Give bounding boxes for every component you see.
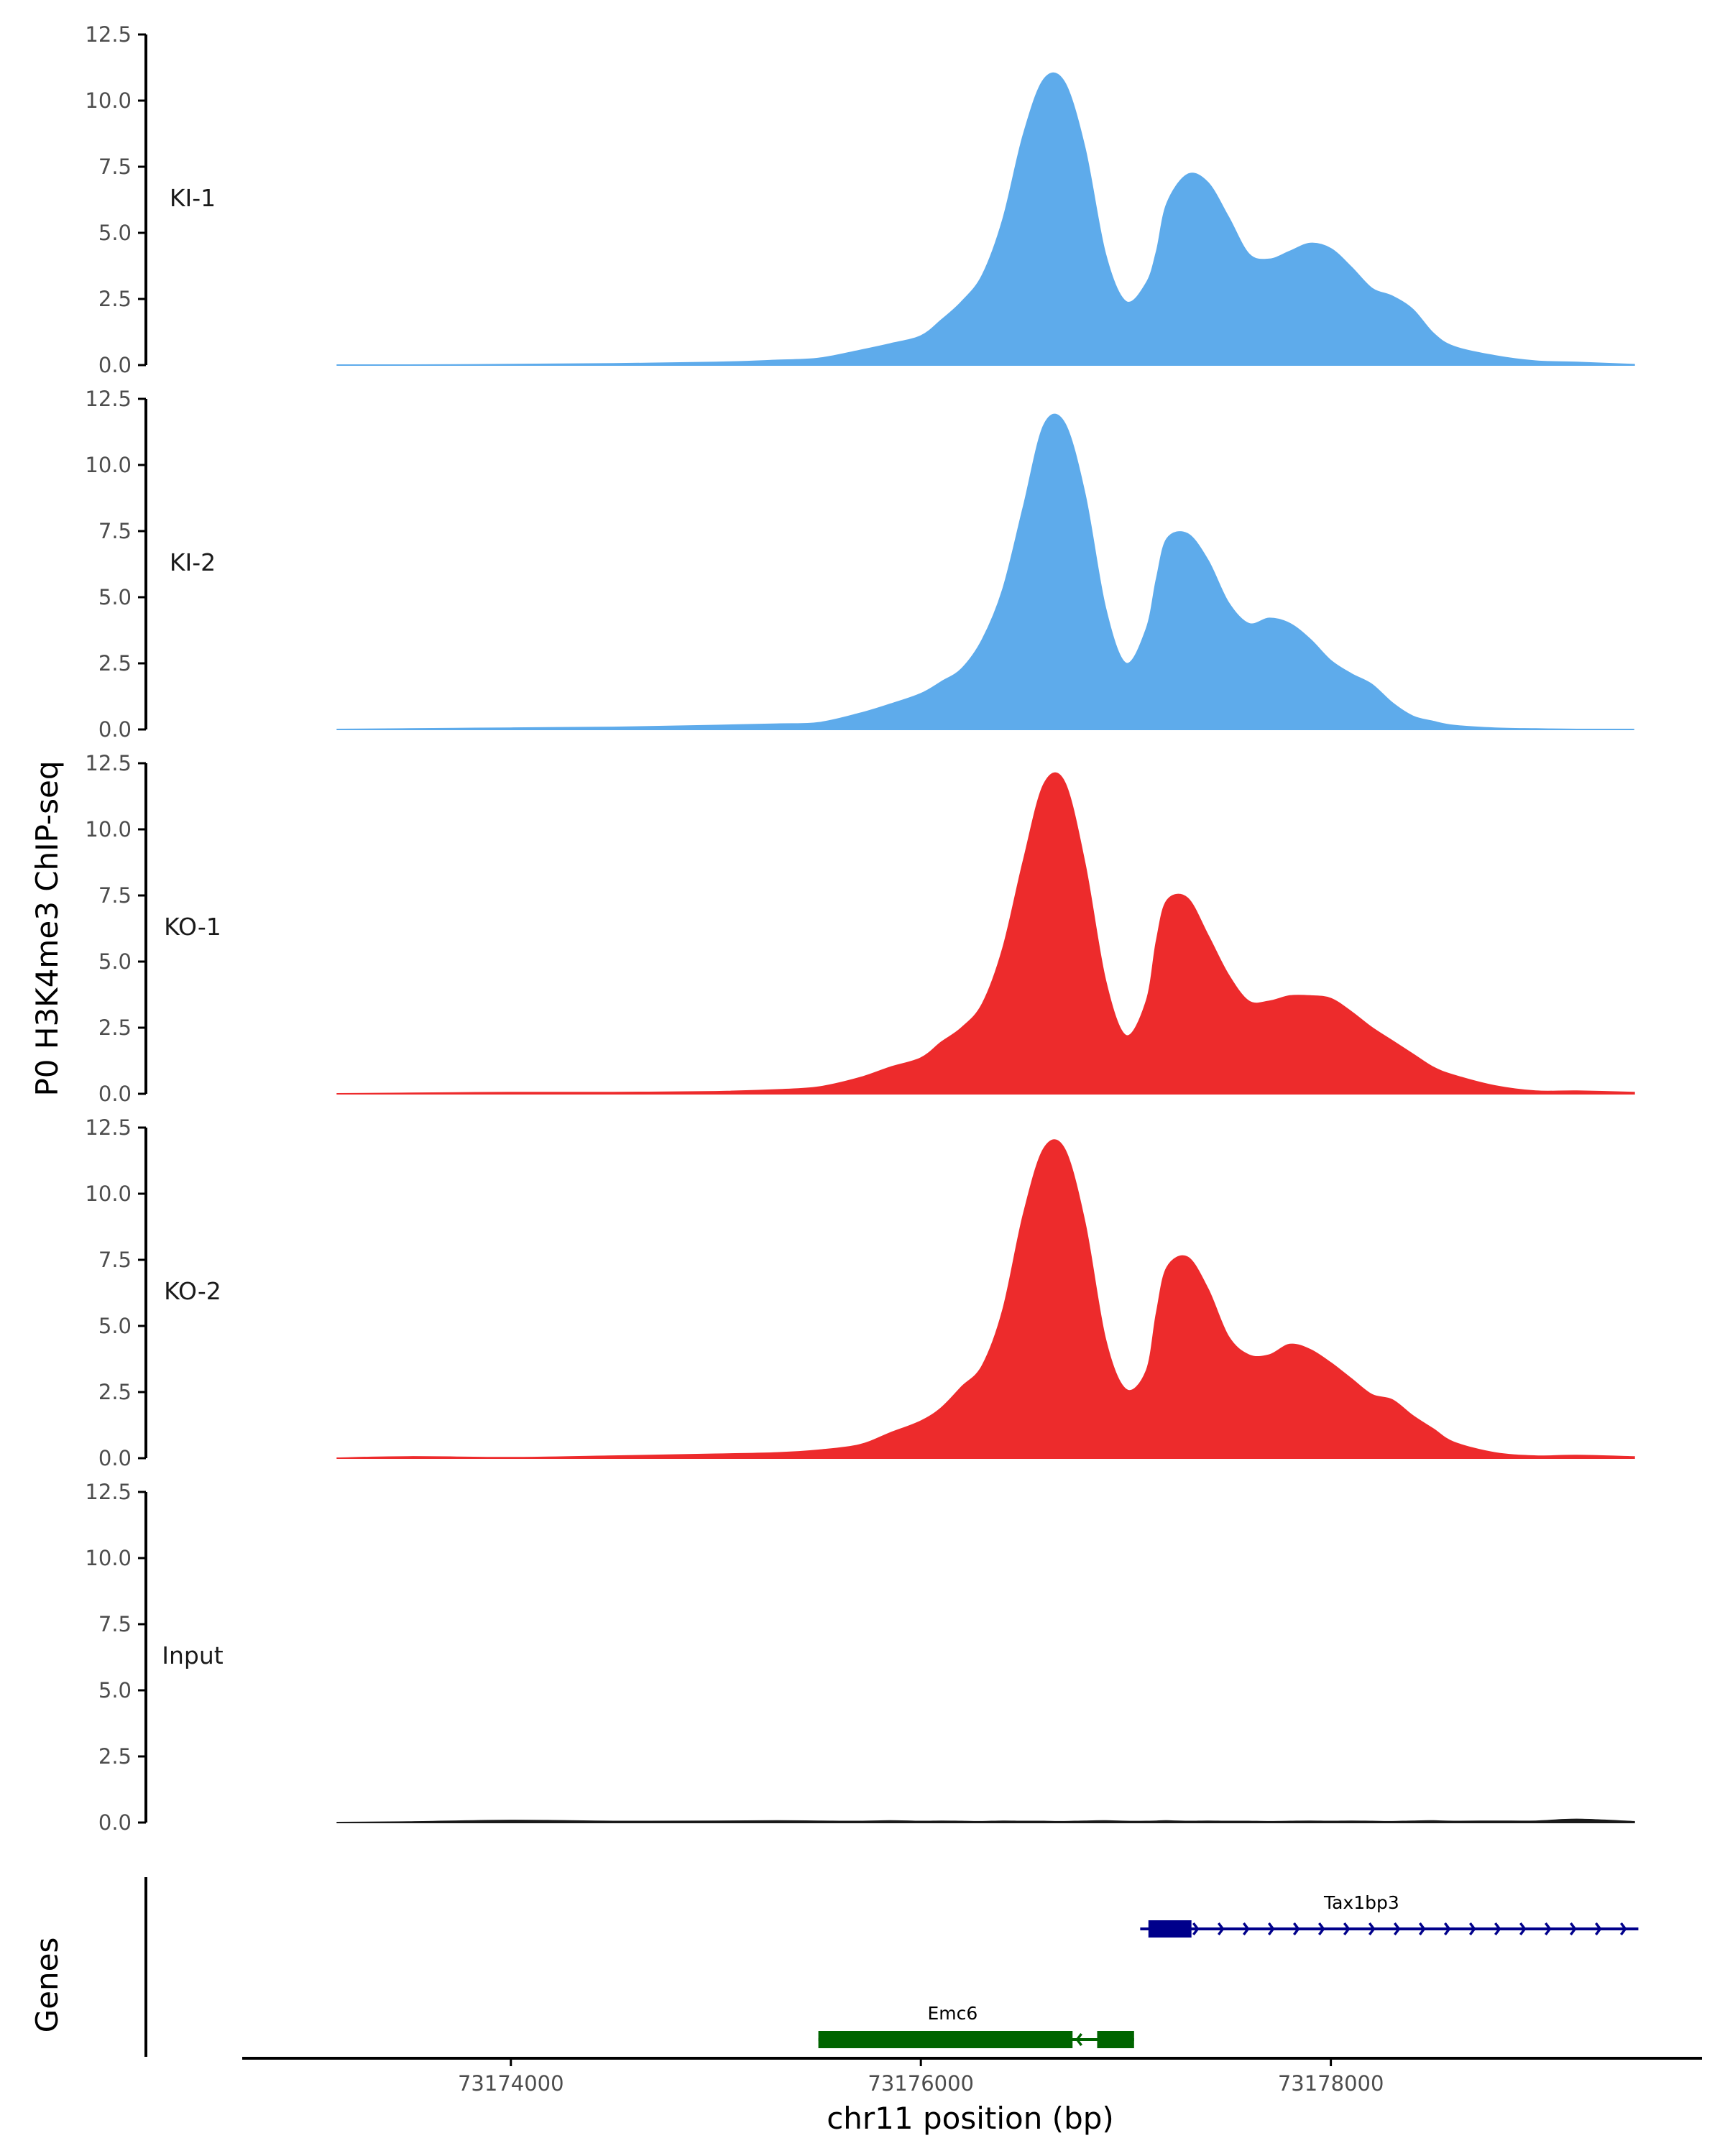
gene-exon xyxy=(1148,1920,1192,1938)
x-axis-title: chr11 position (bp) xyxy=(827,2101,1114,2136)
strand-arrow xyxy=(1443,1922,1451,1936)
track-ki-1: 0.0 2.5 5.0 7.5 10.0 12.5 KI-1 xyxy=(85,22,1635,377)
gene-track: Tax1bp3 Emc6 xyxy=(144,1877,1639,2057)
gene-exon xyxy=(818,2031,1073,2048)
track-input: 0.0 2.5 5.0 7.5 10.0 12.5 Input xyxy=(85,1480,1635,1835)
x-tick-label: 73178000 xyxy=(1278,2071,1384,2096)
y-tick-label: 5.0 xyxy=(98,1678,132,1703)
track-label: KI-1 xyxy=(170,184,216,212)
track-label: KO-1 xyxy=(164,913,221,941)
track-ko-2: 0.0 2.5 5.0 7.5 10.0 12.5 KO-2 xyxy=(85,1115,1635,1470)
coverage-area-ko-2 xyxy=(336,1139,1635,1459)
strand-arrow xyxy=(1569,1922,1577,1936)
y-tick-label: 12.5 xyxy=(85,22,132,47)
y-tick-label: 10.0 xyxy=(85,1546,132,1570)
coverage-tracks: 0.0 2.5 5.0 7.5 10.0 12.5 KI-1 0.0 2.5 5.0 7.5 10.0… xyxy=(85,22,1635,1835)
x-axis: 73174000 73176000 73178000 xyxy=(242,2057,1702,2096)
strand-arrow xyxy=(1317,1922,1325,1936)
strand-arrow xyxy=(1619,1922,1627,1936)
y-tick-label: 0.0 xyxy=(98,353,132,377)
y-tick-label: 2.5 xyxy=(98,1744,132,1769)
y-tick-label: 7.5 xyxy=(98,519,132,543)
gene-exon xyxy=(1097,2031,1134,2048)
y-tick-label: 12.5 xyxy=(85,751,132,775)
strand-arrow xyxy=(1242,1922,1250,1936)
gene-name-label: Emc6 xyxy=(928,2003,978,2024)
y-tick-label: 2.5 xyxy=(98,651,132,676)
gene-tax1bp3: Tax1bp3 xyxy=(1140,1892,1639,1938)
strand-arrow xyxy=(1217,1922,1225,1936)
strand-arrow xyxy=(1343,1922,1351,1936)
track-label: KI-2 xyxy=(170,548,216,576)
gene-name-label: Tax1bp3 xyxy=(1323,1892,1399,1913)
y-tick-label: 0.0 xyxy=(98,717,132,742)
y-tick-label: 12.5 xyxy=(85,1115,132,1140)
strand-arrow xyxy=(1544,1922,1552,1936)
y-tick-label: 0.0 xyxy=(98,1810,132,1835)
y-tick-label: 7.5 xyxy=(98,155,132,179)
strand-arrow xyxy=(1192,1922,1200,1936)
y-tick-label: 2.5 xyxy=(98,1380,132,1404)
coverage-area-input xyxy=(336,1818,1635,1823)
strand-arrow xyxy=(1468,1922,1476,1936)
track-ki-2: 0.0 2.5 5.0 7.5 10.0 12.5 KI-2 xyxy=(85,387,1634,742)
x-tick-label: 73176000 xyxy=(868,2071,974,2096)
track-label: KO-2 xyxy=(164,1277,221,1305)
coverage-area-ko-1 xyxy=(336,772,1635,1095)
strand-arrow xyxy=(1594,1922,1602,1936)
y-tick-label: 5.0 xyxy=(98,585,132,609)
coverage-area-ki-2 xyxy=(336,413,1634,731)
strand-arrow xyxy=(1494,1922,1501,1936)
y-tick-label: 10.0 xyxy=(85,817,132,842)
x-tick-label: 73174000 xyxy=(458,2071,564,2096)
genes-track-title: Genes xyxy=(29,1938,65,2033)
y-tick-label: 5.0 xyxy=(98,221,132,245)
y-tick-label: 0.0 xyxy=(98,1082,132,1106)
strand-arrow xyxy=(1075,2032,1082,2047)
track-label: Input xyxy=(162,1641,224,1669)
gene-emc6: Emc6 xyxy=(818,2003,1134,2048)
y-tick-label: 10.0 xyxy=(85,88,132,113)
y-tick-label: 7.5 xyxy=(98,883,132,908)
strand-arrow xyxy=(1418,1922,1426,1936)
strand-arrow xyxy=(1368,1922,1376,1936)
y-tick-label: 0.0 xyxy=(98,1446,132,1470)
y-tick-label: 2.5 xyxy=(98,1015,132,1040)
y-tick-label: 12.5 xyxy=(85,1480,132,1504)
y-tick-label: 10.0 xyxy=(85,1181,132,1206)
strand-arrow xyxy=(1267,1922,1275,1936)
y-axis-title: P0 H3K4me3 ChIP-seq xyxy=(29,760,65,1096)
y-tick-label: 5.0 xyxy=(98,949,132,974)
coverage-area-ki-1 xyxy=(336,72,1635,367)
y-tick-label: 10.0 xyxy=(85,453,132,477)
y-tick-label: 5.0 xyxy=(98,1314,132,1338)
strand-arrow xyxy=(1519,1922,1527,1936)
y-tick-label: 2.5 xyxy=(98,287,132,311)
strand-arrow xyxy=(1292,1922,1300,1936)
y-tick-label: 7.5 xyxy=(98,1248,132,1272)
y-tick-label: 7.5 xyxy=(98,1612,132,1636)
y-tick-label: 12.5 xyxy=(85,387,132,411)
track-ko-1: 0.0 2.5 5.0 7.5 10.0 12.5 KO-1 xyxy=(85,751,1635,1106)
strand-arrow xyxy=(1393,1922,1401,1936)
